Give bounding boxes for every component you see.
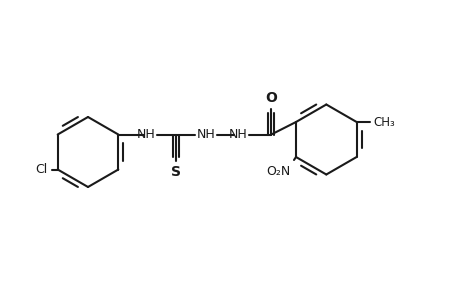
Text: NH: NH (196, 128, 215, 141)
Text: O₂N: O₂N (266, 165, 291, 178)
Text: O: O (265, 91, 277, 104)
Text: S: S (171, 164, 181, 178)
Text: NH: NH (137, 128, 155, 141)
Text: CH₃: CH₃ (373, 116, 395, 128)
Text: NH: NH (229, 128, 247, 141)
Text: Cl: Cl (35, 163, 48, 176)
